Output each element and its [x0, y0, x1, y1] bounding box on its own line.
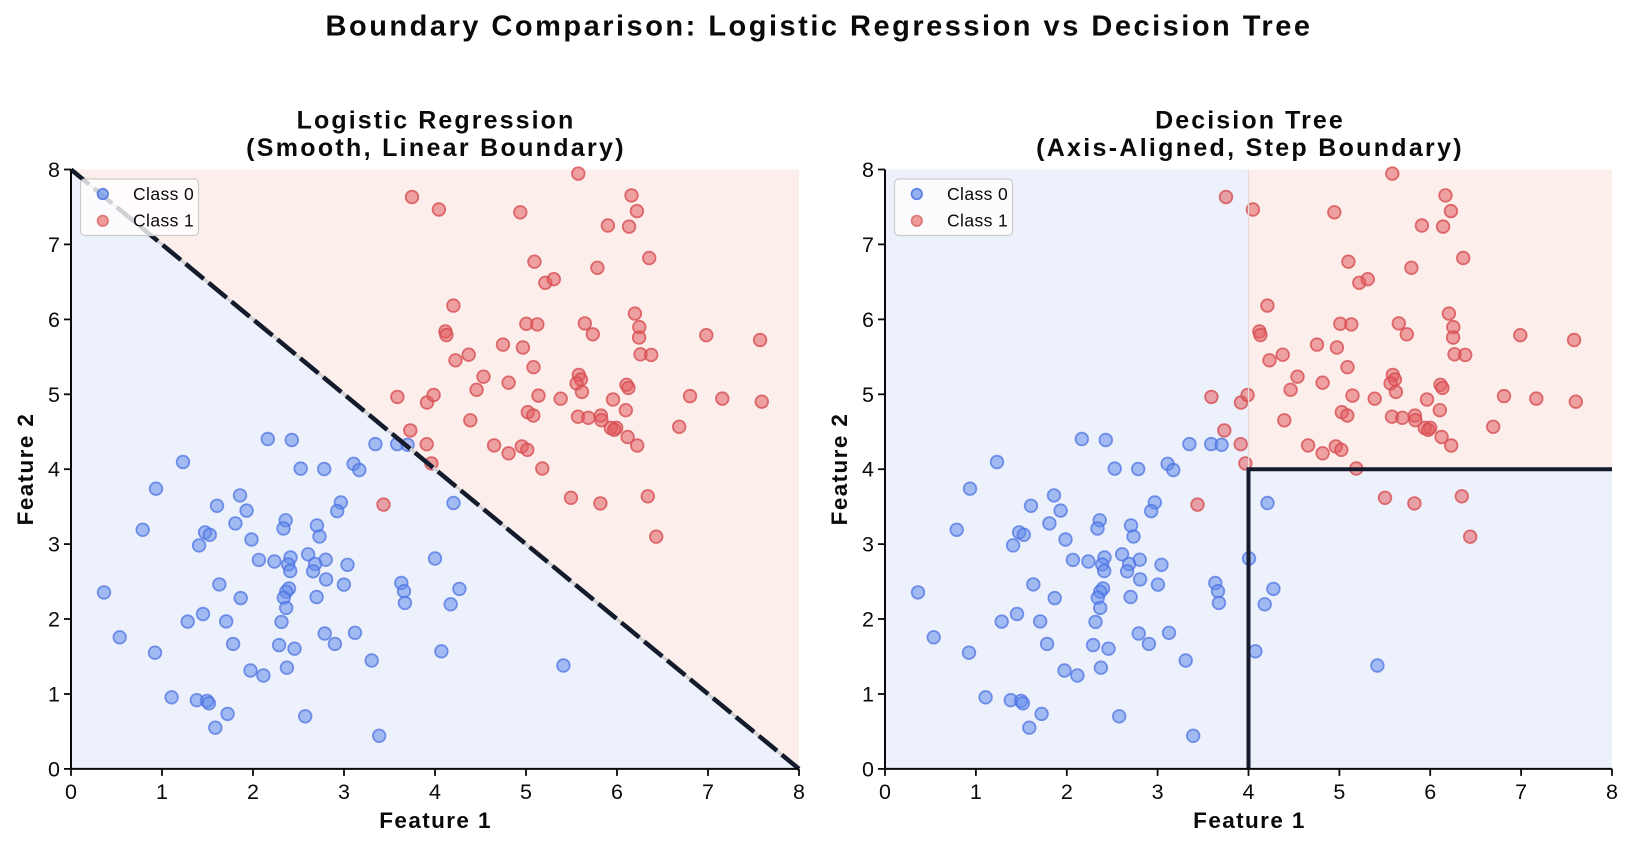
svg-text:7: 7	[48, 233, 60, 257]
svg-text:Feature 1: Feature 1	[1193, 808, 1306, 833]
svg-text:Logistic Regression: Logistic Regression	[297, 106, 576, 134]
svg-text:8: 8	[793, 780, 805, 804]
svg-text:3: 3	[1152, 780, 1164, 804]
svg-text:2: 2	[1061, 780, 1073, 804]
svg-text:3: 3	[862, 533, 874, 557]
svg-text:7: 7	[702, 780, 714, 804]
svg-text:1: 1	[970, 780, 982, 804]
svg-text:Feature 2: Feature 2	[827, 413, 852, 526]
svg-text:(Smooth, Linear Boundary): (Smooth, Linear Boundary)	[246, 134, 626, 162]
svg-text:8: 8	[862, 158, 874, 182]
svg-text:0: 0	[862, 757, 874, 781]
svg-text:0: 0	[48, 757, 60, 781]
svg-text:Decision Tree: Decision Tree	[1155, 106, 1345, 134]
svg-text:4: 4	[429, 780, 441, 804]
svg-text:1: 1	[156, 780, 168, 804]
svg-text:Class 1: Class 1	[133, 211, 194, 231]
svg-text:6: 6	[862, 308, 874, 332]
svg-text:4: 4	[48, 458, 60, 482]
svg-text:1: 1	[48, 683, 60, 707]
svg-text:Feature 1: Feature 1	[379, 808, 492, 833]
svg-text:8: 8	[1606, 780, 1618, 804]
svg-text:7: 7	[1515, 780, 1527, 804]
svg-text:Class 0: Class 0	[133, 184, 194, 204]
svg-text:2: 2	[247, 780, 259, 804]
svg-text:0: 0	[879, 780, 891, 804]
svg-text:Feature 2: Feature 2	[13, 413, 38, 526]
svg-text:7: 7	[862, 233, 874, 257]
svg-text:2: 2	[862, 608, 874, 632]
svg-text:(Axis-Aligned, Step Boundary): (Axis-Aligned, Step Boundary)	[1036, 134, 1464, 162]
svg-text:3: 3	[338, 780, 350, 804]
svg-text:8: 8	[48, 158, 60, 182]
svg-text:Class 1: Class 1	[947, 211, 1008, 231]
svg-text:4: 4	[1243, 780, 1255, 804]
svg-text:5: 5	[520, 780, 532, 804]
svg-text:0: 0	[65, 780, 77, 804]
svg-text:5: 5	[862, 383, 874, 407]
svg-text:6: 6	[48, 308, 60, 332]
svg-text:6: 6	[611, 780, 623, 804]
svg-text:Boundary Comparison: Logistic: Boundary Comparison: Logistic Regression…	[326, 11, 1313, 43]
svg-text:5: 5	[1333, 780, 1345, 804]
svg-text:5: 5	[48, 383, 60, 407]
svg-text:Class 0: Class 0	[947, 184, 1008, 204]
svg-text:3: 3	[48, 533, 60, 557]
svg-text:2: 2	[48, 608, 60, 632]
svg-text:6: 6	[1424, 780, 1436, 804]
svg-text:1: 1	[862, 683, 874, 707]
svg-text:4: 4	[862, 458, 874, 482]
